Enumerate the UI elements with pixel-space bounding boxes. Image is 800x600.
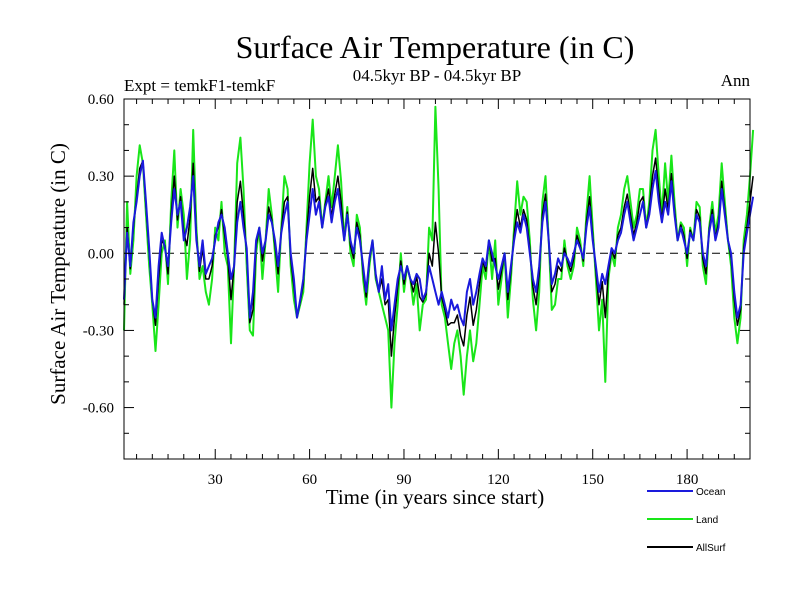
legend-label-ocean: Ocean [696,487,725,498]
legend-label-land: Land [696,515,718,526]
x-tick-label: 180 [676,472,699,488]
y-tick-label: -0.60 [83,401,114,417]
series-line-land [123,105,755,409]
legend-label-allsurf: AllSurf [696,543,726,554]
plot-area: 30 60 90 120 150 180 0.60 0.30 0.00 -0.30 -0.60 [83,92,755,488]
y-tick-label: 0.30 [88,169,114,185]
y-tick-label: -0.30 [83,323,114,339]
x-tick-label: 60 [302,472,317,488]
chart-subtitle-center: 04.5kyr BP - 04.5kyr BP [353,66,521,85]
x-tick-label: 150 [581,472,604,488]
chart-subtitle-right: Ann [721,71,751,90]
y-tick-label: 0.60 [88,92,114,108]
x-tick-label: 120 [487,472,510,488]
series-line-ocean [123,159,755,332]
x-tick-label: 30 [208,472,223,488]
y-axis-label: Surface Air Temperature (in C) [46,143,70,405]
chart-title: Surface Air Temperature (in C) [236,29,635,65]
chart-subtitle-left: Expt = temkF1-temkF [124,76,275,95]
x-tick-label: 90 [396,472,411,488]
x-axis-label: Time (in years since start) [326,485,545,509]
y-tick-label: 0.00 [88,246,114,262]
legend: Ocean Land AllSurf [647,487,726,554]
